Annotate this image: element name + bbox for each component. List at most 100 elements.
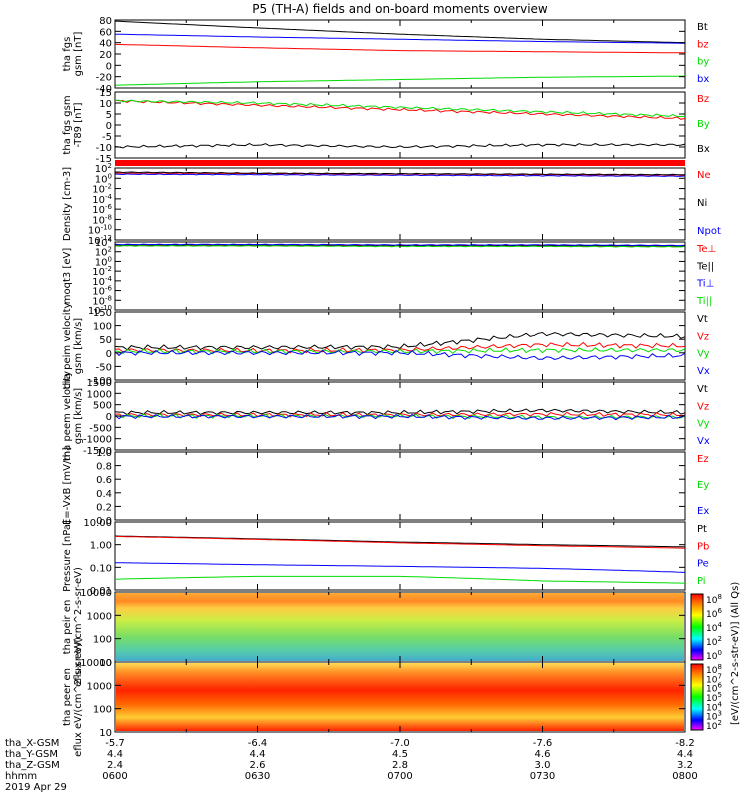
colorbar-tick: 105 xyxy=(706,691,722,704)
legend-label: By xyxy=(697,119,710,130)
ytick-label: -5 xyxy=(102,132,112,143)
legend-label: Vz xyxy=(697,401,709,412)
footer-row-value: 4.6 xyxy=(535,749,551,760)
footer-row-value: 4.4 xyxy=(250,749,266,760)
ylabel: eflux eV/(cm^2-s-sr-eV) xyxy=(73,637,84,757)
series-line-by xyxy=(114,75,685,86)
ylabel: tha peer en xyxy=(62,668,73,726)
panel-frame xyxy=(114,241,686,311)
legend-label: by xyxy=(697,57,709,68)
ytick-label: 500 xyxy=(93,401,112,412)
legend-label: Pt xyxy=(697,524,707,535)
ytick-label: 0.01 xyxy=(90,586,112,597)
footer-row-value: -7.6 xyxy=(533,738,553,749)
footer-row-label: tha_Z-GSM xyxy=(5,760,60,771)
ytick-label: 10 xyxy=(99,99,112,110)
legend-label: Ne xyxy=(697,170,711,181)
legend-label: bx xyxy=(697,74,709,85)
panel-frame xyxy=(114,167,686,241)
series-line-vz xyxy=(114,341,686,354)
footer-row-value: 2.4 xyxy=(107,760,123,771)
footer-row-value: 0730 xyxy=(530,771,555,782)
ytick-label: -50 xyxy=(96,362,112,373)
legend-label: Bx xyxy=(697,144,710,155)
ytick-label: 10-6 xyxy=(92,285,112,298)
legend-label: Bz xyxy=(697,94,709,105)
ylabel: gsm [nT] xyxy=(73,32,84,77)
ytick-label: 80 xyxy=(99,16,112,27)
series-line-bz xyxy=(114,99,686,120)
ytick-label: 10 xyxy=(99,658,112,669)
series-line-pb xyxy=(115,536,686,549)
legend-label: Te⊥ xyxy=(696,244,716,255)
ytick-label: 100 xyxy=(95,172,112,185)
ylabel: tha peim velocity xyxy=(62,303,73,390)
ytick-label: 102 xyxy=(95,162,112,175)
footer-row-value: -5.7 xyxy=(105,738,125,749)
series-line-bx xyxy=(115,33,685,44)
legend-label: Vx xyxy=(697,366,710,377)
colorbar-tick: 107 xyxy=(706,672,722,685)
ylabel: moqt3 [eV] xyxy=(62,248,73,305)
footer-row-label: tha_X-GSM xyxy=(5,738,59,749)
legend-label: Ez xyxy=(697,454,709,465)
ytick-label: 0.8 xyxy=(96,462,112,473)
panel-frame xyxy=(114,521,686,591)
ytick-label: 100 xyxy=(95,255,112,268)
ytick-label: 0 xyxy=(106,61,112,72)
ytick-label: 10-4 xyxy=(92,193,112,206)
ytick-label: 150 xyxy=(93,308,112,319)
ytick-label: 10.00 xyxy=(83,518,112,529)
colorbar-tick: 104 xyxy=(706,621,722,634)
footer-row-value: 0700 xyxy=(387,771,412,782)
panel-frame xyxy=(114,91,686,159)
footer-row-value: 0630 xyxy=(245,771,270,782)
series-line-vt xyxy=(114,331,686,351)
footer-row-value: 2.6 xyxy=(250,760,266,771)
ytick-label: 10-8 xyxy=(92,294,112,307)
footer-row-label: hhmm xyxy=(5,771,37,782)
series-line-vy xyxy=(114,347,686,355)
legend-label: Ti|| xyxy=(696,296,712,307)
panel-frame xyxy=(114,19,686,89)
series-line-vz xyxy=(114,411,686,418)
ytick-label: 0 xyxy=(106,121,112,132)
legend-label: Vz xyxy=(697,331,709,342)
ytick-label: 10-4 xyxy=(92,275,112,288)
ylabel: tha fgs xyxy=(62,37,73,72)
colorbar-label: [eV/(cm^2-s-str-eV)] (All Qs) xyxy=(730,582,741,725)
colorbar-tick: 108 xyxy=(706,593,722,606)
legend-label: Bt xyxy=(697,22,708,33)
ytick-label: 1.00 xyxy=(90,541,112,552)
ytick-label: -40 xyxy=(96,84,112,95)
footer-row-value: -8.2 xyxy=(675,738,695,749)
ytick-label: 0 xyxy=(106,349,112,360)
ytick-label: 1.0 xyxy=(96,448,112,459)
ytick-label: 5 xyxy=(106,110,112,121)
series-line-by xyxy=(115,99,686,118)
colorbar-tick: 102 xyxy=(706,719,722,732)
ytick-label: 10 xyxy=(99,728,112,739)
footer-date: 2019 Apr 29 xyxy=(5,782,67,793)
ytick-label: 15 xyxy=(99,88,112,99)
ytick-label: 1000 xyxy=(87,611,112,622)
plot-title: P5 (TH-A) fields and on-board moments ov… xyxy=(252,2,548,16)
panel-frame xyxy=(114,451,686,521)
ylabel: -T89 [nT] xyxy=(73,102,84,147)
series-line-pe xyxy=(114,562,686,573)
ytick-label: -100 xyxy=(89,376,112,387)
ytick-label: 10-12 xyxy=(88,234,112,247)
footer-row-value: 4.4 xyxy=(107,749,123,760)
colorbar-tick: 100 xyxy=(706,649,722,662)
ytick-label: 0.10 xyxy=(90,563,112,574)
ytick-label: 20 xyxy=(99,50,112,61)
ylabel: tha fgs gsm xyxy=(62,95,73,154)
footer-row-value: 4.4 xyxy=(677,749,693,760)
panels-group: tha fgs gsm [nT]Btbzbybx806040200-20-40th… xyxy=(62,16,722,757)
legend-label: Vt xyxy=(697,314,708,325)
legend-label: Npot xyxy=(697,226,721,237)
ytick-label: 10-10 xyxy=(88,224,112,237)
ytick-label: 100 xyxy=(93,705,112,716)
colorbar xyxy=(690,663,704,731)
